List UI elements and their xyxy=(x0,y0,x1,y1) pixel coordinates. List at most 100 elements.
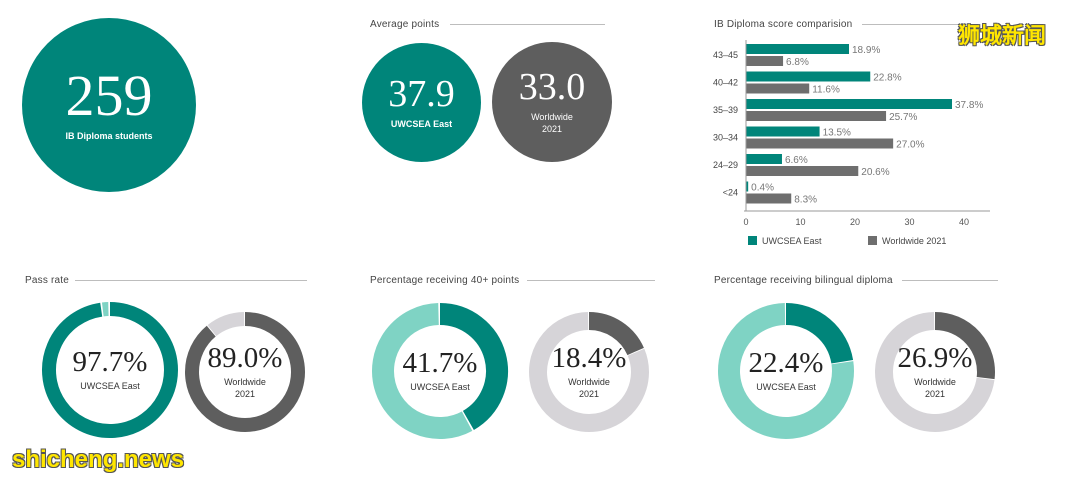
bar-worldwide xyxy=(746,166,859,176)
pass-rate-world-label: Worldwide 2021 xyxy=(224,377,266,400)
bilingual-world-text: 26.9% Worldwide 2021 xyxy=(874,311,996,433)
average-world-value: 33.0 xyxy=(518,66,586,109)
donut-remainder-arc xyxy=(207,312,245,337)
donut-remainder-arc xyxy=(718,303,854,439)
forty-plus-world-label: Worldwide 2021 xyxy=(568,377,610,400)
score-comparison-title: IB Diploma score comparision xyxy=(714,19,853,30)
average-points-title: Average points xyxy=(370,19,440,30)
bar-worldwide xyxy=(746,56,784,66)
category-label: 43–45 xyxy=(713,50,738,60)
forty-plus-rule xyxy=(527,280,655,281)
bar-value-label: 6.8% xyxy=(786,57,809,68)
forty-plus-world-text: 18.4% Worldwide 2021 xyxy=(528,311,650,433)
score-comparison-chart: 43–45 18.9% 6.8% 40–42 22.8% 11.6% 35–39 37.8% 2… xyxy=(713,40,990,246)
bar-uwcsea-east xyxy=(746,181,749,192)
category-label: <24 xyxy=(723,188,738,198)
bilingual-east-value: 22.4% xyxy=(748,346,824,379)
bilingual-rule xyxy=(902,280,998,281)
average-east-label: UWCSEA East xyxy=(390,118,453,129)
pass-rate-east-text: 97.7% UWCSEA East xyxy=(41,301,179,439)
category-label: 35–39 xyxy=(713,105,738,115)
donut-value-arc xyxy=(439,303,508,430)
donut-remainder-arc xyxy=(372,303,473,439)
x-tick-label: 0 xyxy=(743,217,748,227)
donut-value-arc xyxy=(934,312,995,380)
pass-rate-world-label-line2: 2021 xyxy=(234,388,255,399)
average-points-rule xyxy=(450,24,605,25)
pass-rate-east-donut xyxy=(42,302,178,438)
bar-value-label: 0.4% xyxy=(751,183,774,194)
donut-value-arc xyxy=(42,302,178,438)
bar-value-label: 6.6% xyxy=(785,155,808,166)
average-world-label-line2: 2021 xyxy=(541,124,562,134)
forty-plus-world-donut xyxy=(529,312,649,432)
category-label: 40–42 xyxy=(713,78,738,88)
legend-label: Worldwide 2021 xyxy=(882,236,946,246)
bar-worldwide xyxy=(746,138,894,149)
bilingual-world-value: 26.9% xyxy=(897,341,973,374)
bar-value-label: 8.3% xyxy=(794,195,817,206)
average-east-value: 37.9 xyxy=(388,72,455,115)
bar-value-label: 37.8% xyxy=(955,100,983,111)
pass-rate-east-value: 97.7% xyxy=(72,345,148,378)
average-world-label-line1: Worldwide xyxy=(531,112,573,123)
pass-rate-title: Pass rate xyxy=(25,275,70,286)
score-comparison-rule xyxy=(862,24,960,25)
bar-worldwide xyxy=(746,83,810,94)
legend-label: UWCSEA East xyxy=(762,236,822,246)
bar-value-label: 20.6% xyxy=(861,167,889,178)
pass-rate-world-value: 89.0% xyxy=(207,341,283,374)
bar-worldwide xyxy=(746,193,792,204)
bar-uwcsea-east xyxy=(746,71,871,82)
bar-value-label: 11.6% xyxy=(812,85,840,96)
bilingual-world-label-line2: 2021 xyxy=(924,388,945,399)
watermark-top: 狮城新闻 xyxy=(958,23,1047,48)
category-label: 30–34 xyxy=(713,133,738,143)
pass-rate-rule xyxy=(75,280,307,281)
bar-value-label: 22.8% xyxy=(873,73,901,84)
bar-worldwide xyxy=(746,111,887,121)
forty-plus-east-label: UWCSEA East xyxy=(410,381,470,392)
x-tick-label: 30 xyxy=(904,217,914,227)
bar-uwcsea-east xyxy=(746,126,820,137)
x-tick-label: 20 xyxy=(850,217,860,227)
bar-value-label: 18.9% xyxy=(852,45,880,56)
bar-value-label: 25.7% xyxy=(889,112,917,123)
forty-plus-title: Percentage receiving 40+ points xyxy=(370,275,520,286)
bilingual-east-label: UWCSEA East xyxy=(756,381,816,392)
students-count: 259 xyxy=(65,63,153,129)
average-world-label: Worldwide 2021 xyxy=(531,112,573,135)
bilingual-east-text: 22.4% UWCSEA East xyxy=(717,302,855,440)
legend-swatch xyxy=(748,236,757,245)
average-world-circle: 33.0 Worldwide 2021 xyxy=(492,42,612,162)
bar-value-label: 13.5% xyxy=(823,128,851,139)
category-label: 24–29 xyxy=(713,160,738,170)
x-tick-label: 10 xyxy=(795,217,805,227)
donut-remainder-arc xyxy=(529,312,649,432)
donut-value-arc xyxy=(588,312,644,356)
pass-rate-world-label-line1: Worldwide xyxy=(224,376,266,387)
students-label: IB Diploma students xyxy=(65,131,153,142)
forty-plus-east-value: 41.7% xyxy=(402,346,478,379)
forty-plus-east-donut xyxy=(372,303,508,439)
bar-uwcsea-east xyxy=(746,154,782,164)
pass-rate-east-label: UWCSEA East xyxy=(80,380,140,391)
bilingual-world-donut xyxy=(875,312,995,432)
average-east-circle: 37.9 UWCSEA East xyxy=(362,43,481,162)
students-circle: 259 IB Diploma students xyxy=(22,18,196,192)
bar-uwcsea-east xyxy=(746,99,953,109)
bar-uwcsea-east xyxy=(746,44,850,54)
legend-swatch xyxy=(868,236,877,245)
donut-remainder-arc xyxy=(875,312,995,432)
forty-plus-world-label-line2: 2021 xyxy=(578,388,599,399)
watermark-bottom: shicheng.news xyxy=(12,446,185,473)
bilingual-world-label: Worldwide 2021 xyxy=(914,377,956,400)
donut-value-arc xyxy=(185,312,305,432)
bilingual-world-label-line1: Worldwide xyxy=(914,376,956,387)
x-tick-label: 40 xyxy=(959,217,969,227)
pass-rate-world-text: 89.0% Worldwide 2021 xyxy=(184,311,306,433)
donut-value-arc xyxy=(785,303,854,365)
pass-rate-world-donut xyxy=(185,312,305,432)
bar-value-label: 27.0% xyxy=(896,140,924,151)
forty-plus-world-label-line1: Worldwide xyxy=(568,376,610,387)
